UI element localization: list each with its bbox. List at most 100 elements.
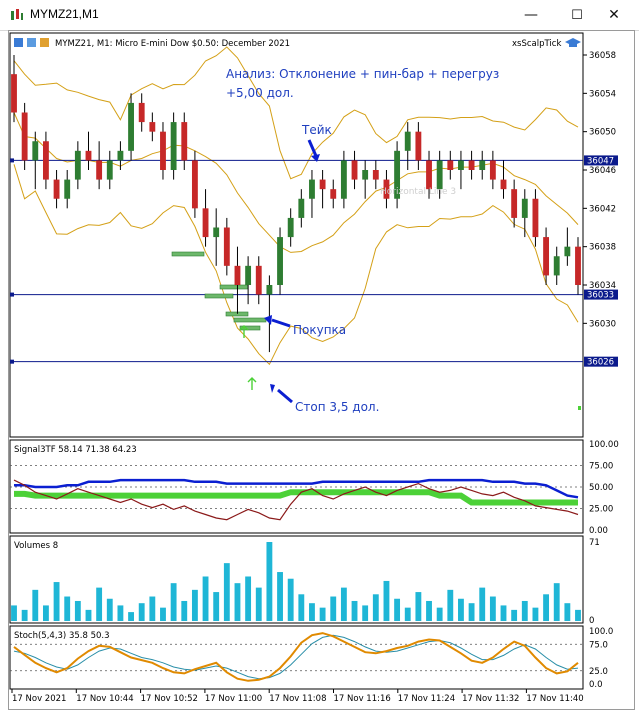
bull-candle[interactable] bbox=[245, 265, 252, 285]
volume-bar bbox=[500, 605, 507, 621]
volume-bar bbox=[564, 603, 571, 621]
bull-candle[interactable] bbox=[404, 131, 411, 151]
bull-candle[interactable] bbox=[479, 160, 486, 170]
volume-bar bbox=[128, 612, 134, 621]
signal-tick-label: 50.00 bbox=[589, 483, 613, 493]
bull-candle[interactable] bbox=[117, 150, 124, 161]
bear-candle[interactable] bbox=[21, 112, 28, 161]
hline-price-tag-label: 36026 bbox=[587, 358, 614, 368]
bear-candle[interactable] bbox=[543, 237, 550, 276]
bull-candle[interactable] bbox=[266, 285, 273, 295]
bull-candle[interactable] bbox=[213, 227, 220, 238]
price-tick-label: 36038 bbox=[589, 243, 616, 253]
bear-candle[interactable] bbox=[85, 150, 92, 161]
bear-candle[interactable] bbox=[532, 198, 539, 238]
bear-candle[interactable] bbox=[511, 189, 518, 218]
bear-candle[interactable] bbox=[255, 265, 262, 295]
volume-bar bbox=[202, 576, 209, 621]
bear-candle[interactable] bbox=[372, 170, 379, 180]
volume-bar bbox=[372, 594, 379, 621]
volume-level-bar bbox=[239, 325, 261, 331]
bear-candle[interactable] bbox=[447, 160, 454, 170]
volume-bar bbox=[234, 583, 241, 621]
bull-candle[interactable] bbox=[394, 150, 401, 199]
signal-blue-line bbox=[14, 478, 579, 499]
bear-candle[interactable] bbox=[202, 208, 209, 238]
bull-candle[interactable] bbox=[74, 150, 81, 180]
volume-pane[interactable] bbox=[9, 535, 584, 624]
stoch-signal-line bbox=[13, 634, 579, 680]
volume-bar bbox=[21, 609, 28, 621]
bear-candle[interactable] bbox=[319, 179, 326, 190]
bear-candle[interactable] bbox=[575, 246, 581, 285]
buy-sell-icon[interactable] bbox=[14, 38, 23, 47]
take-arrow bbox=[307, 139, 320, 162]
volume-bar bbox=[160, 607, 166, 621]
signal-pane[interactable] bbox=[9, 439, 584, 534]
bear-candle[interactable] bbox=[96, 160, 103, 180]
bear-candle[interactable] bbox=[138, 102, 145, 123]
bear-candle[interactable] bbox=[223, 227, 230, 266]
volume-bar bbox=[191, 589, 198, 621]
bull-candle[interactable] bbox=[287, 217, 294, 238]
signal-tick-label: 100.00 bbox=[589, 440, 619, 450]
stop-loss-label: Стоп 3,5 дол. bbox=[295, 400, 379, 414]
bull-candle[interactable] bbox=[436, 160, 443, 190]
bull-candle[interactable] bbox=[553, 256, 560, 276]
bull-candle[interactable] bbox=[521, 198, 528, 218]
volume-bar bbox=[543, 594, 550, 621]
bull-candle[interactable] bbox=[277, 237, 283, 285]
minimize-button[interactable]: — bbox=[524, 7, 538, 23]
take-profit-label: Тейк bbox=[301, 123, 332, 137]
stop-arrow bbox=[270, 384, 293, 404]
bull-candle[interactable] bbox=[458, 160, 464, 170]
graduation-cap-icon bbox=[565, 38, 581, 47]
volume-zero-tick: 0 bbox=[589, 616, 594, 626]
bear-candle[interactable] bbox=[149, 122, 156, 132]
symbol-header: MYMZ21, M1: Micro E-mini Dow $0.50: Dece… bbox=[55, 39, 290, 49]
bear-candle[interactable] bbox=[234, 265, 241, 285]
stoch-indicator-label: Stoch(5,4,3) 35.8 50.3 bbox=[14, 631, 110, 641]
bull-candle[interactable] bbox=[32, 141, 39, 161]
bear-candle[interactable] bbox=[11, 74, 17, 113]
bull-candle[interactable] bbox=[362, 170, 369, 180]
bear-candle[interactable] bbox=[351, 160, 358, 180]
bull-candle[interactable] bbox=[340, 160, 347, 199]
lower-band-line bbox=[13, 164, 579, 366]
stoch-pane[interactable] bbox=[9, 625, 584, 690]
price-pane[interactable] bbox=[9, 32, 584, 438]
bear-candle[interactable] bbox=[181, 122, 188, 161]
bull-candle[interactable] bbox=[128, 102, 134, 151]
bear-candle[interactable] bbox=[468, 160, 475, 170]
bull-candle[interactable] bbox=[564, 246, 571, 257]
hline-price-tag bbox=[584, 356, 618, 367]
bear-candle[interactable] bbox=[426, 160, 432, 190]
bull-candle[interactable] bbox=[170, 122, 177, 170]
bear-candle[interactable] bbox=[42, 141, 49, 180]
bull-candle[interactable] bbox=[64, 179, 71, 199]
bear-candle[interactable] bbox=[330, 189, 337, 199]
bear-candle[interactable] bbox=[191, 160, 198, 209]
volume-bar bbox=[575, 609, 581, 621]
buy-signal-arrow-icon bbox=[239, 325, 257, 390]
bear-candle[interactable] bbox=[383, 179, 390, 199]
maximize-button[interactable]: ☐ bbox=[571, 7, 583, 23]
bear-candle[interactable] bbox=[53, 179, 60, 199]
bear-candle[interactable] bbox=[415, 131, 422, 161]
one-click-icon[interactable] bbox=[40, 38, 49, 47]
trade-icon[interactable] bbox=[27, 38, 36, 47]
bull-candle[interactable] bbox=[106, 160, 113, 180]
bear-candle[interactable] bbox=[160, 131, 166, 170]
stoch-tick-label: 0.0 bbox=[589, 680, 603, 690]
bull-candle[interactable] bbox=[298, 198, 305, 218]
volume-bar bbox=[330, 596, 337, 621]
close-button[interactable]: ✕ bbox=[608, 7, 620, 23]
bear-candle[interactable] bbox=[500, 179, 507, 190]
bear-candle[interactable] bbox=[489, 160, 496, 180]
bull-candle[interactable] bbox=[309, 179, 315, 199]
hline-price-tag-label: 36033 bbox=[587, 291, 614, 301]
volume-bar bbox=[447, 589, 454, 621]
volume-max-tick: 71 bbox=[589, 538, 600, 548]
volume-bar bbox=[436, 607, 443, 621]
